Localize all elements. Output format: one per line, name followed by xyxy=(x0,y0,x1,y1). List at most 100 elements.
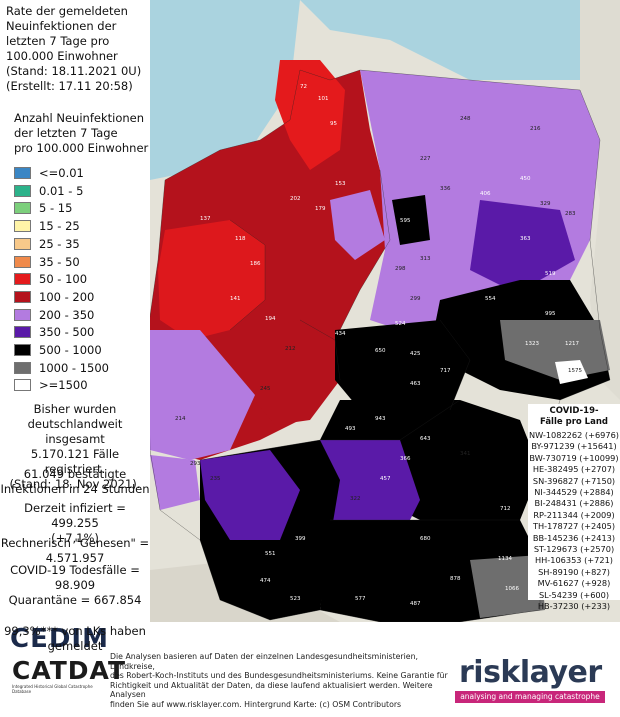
legend-swatch xyxy=(14,344,31,356)
legend-swatch xyxy=(14,361,31,374)
disclaimer-line: finden Sie auf www.risklayer.com. Hinter… xyxy=(110,699,402,709)
district-label: 293 xyxy=(190,461,201,467)
district-label: 137 xyxy=(200,216,211,222)
stats-line: Derzeit infiziert = 499.255 xyxy=(24,501,126,530)
stats-line: Rechnerisch "Genesen" = xyxy=(0,536,150,550)
district-label: 474 xyxy=(260,578,271,584)
stats-line: 98.909 xyxy=(54,578,96,592)
state-cases-row: HE-382495 (+2707) xyxy=(532,464,616,475)
district-label: 487 xyxy=(410,601,421,607)
disclaimer-line: Die Analysen basieren auf Daten der einz… xyxy=(110,652,419,671)
cedim-logo: CEDIM xyxy=(10,624,109,654)
map-district-labels: 72 101 95 202 179 153 248 216 227 336 406 450 595 313… xyxy=(175,84,582,607)
region-thuringia xyxy=(335,320,470,420)
state-cases-row: SH-89190 (+827) xyxy=(538,566,610,577)
district-label: 717 xyxy=(440,368,451,374)
legend-label: 200 - 350 xyxy=(39,307,95,322)
legend-title-line: der letzten 7 Tage xyxy=(14,126,118,140)
stats-line: gemeldet xyxy=(47,639,103,653)
district-label: 995 xyxy=(545,311,556,317)
state-cases-row: MV-61627 (+928) xyxy=(537,578,611,589)
legend-swatch xyxy=(14,237,31,250)
daily-infections-text: 61.049 bestätigte Infektionen in 24 Stun… xyxy=(0,467,150,497)
stats-line: 5.170.121 Fälle registriert. xyxy=(30,447,120,476)
title-line: letzten 7 Tage pro xyxy=(6,34,110,48)
state-cases-row: BI-248431 (+2886) xyxy=(534,498,614,509)
legend-label: 100 - 200 xyxy=(39,289,95,304)
region-1575 xyxy=(555,360,588,384)
legend-item: 1000 - 1500 xyxy=(14,361,109,375)
stats-line: 99,3%*** von LKs haben xyxy=(4,624,146,638)
quarantine-text: Quarantäne = 667.854 xyxy=(8,593,142,607)
district-label: 643 xyxy=(420,436,431,442)
district-label: 650 xyxy=(375,348,386,354)
stats-line: COVID-19 Todesfälle = xyxy=(10,563,140,577)
district-label: 101 xyxy=(318,96,329,102)
district-label: 179 xyxy=(315,206,326,212)
legend-label: 350 - 500 xyxy=(39,325,95,340)
title-line: Rate der gemeldeten xyxy=(6,4,128,18)
district-label: 943 xyxy=(375,416,386,422)
district-label: 245 xyxy=(260,386,271,392)
catdat-logo: CATDAT xyxy=(12,656,127,685)
district-label: 235 xyxy=(210,476,221,482)
legend-title: Anzahl Neuinfektionen der letzten 7 Tage… xyxy=(14,111,154,156)
stats-line: 61.049 bestätigte xyxy=(23,467,127,481)
legend-swatch xyxy=(14,167,31,179)
district-label: 299 xyxy=(410,296,421,302)
district-label: 399 xyxy=(295,536,306,542)
district-label: 214 xyxy=(175,416,186,422)
legend-title-line: pro 100.000 Einwohner xyxy=(14,141,149,155)
state-cases-row: BB-145236 (+2413) xyxy=(532,532,616,543)
risklayer-tagline: analysing and managing catastrophe risk xyxy=(455,691,605,713)
legend-item: <=0.01 xyxy=(14,166,84,180)
legend-item: >=1500 xyxy=(14,378,88,392)
district-label: 577 xyxy=(355,596,366,602)
district-label: 1323 xyxy=(525,341,539,347)
district-label: 554 xyxy=(485,296,496,302)
legend-item: 35 - 50 xyxy=(14,255,80,269)
legend-swatch xyxy=(14,255,31,268)
region-saxony-grey xyxy=(500,320,610,380)
district-label: 551 xyxy=(265,551,276,557)
legend-label: <=0.01 xyxy=(39,166,84,180)
district-label: 141 xyxy=(230,296,241,302)
district-label: 186 xyxy=(250,261,261,267)
district-label: 322 xyxy=(350,496,361,502)
legend-item: 350 - 500 xyxy=(14,325,94,339)
district-label: 434 xyxy=(335,331,346,337)
district-label: 680 xyxy=(420,536,431,542)
district-label: 248 xyxy=(460,116,471,122)
title-line: 100.000 Einwohner xyxy=(6,49,118,63)
district-label: 329 xyxy=(540,201,551,207)
district-label: 595 xyxy=(400,218,411,224)
legend-label: 1000 - 1500 xyxy=(39,360,109,375)
district-label: 202 xyxy=(290,196,301,202)
district-label: 523 xyxy=(290,596,301,602)
state-cases-row: BW-730719 (+10099) xyxy=(529,452,619,463)
legend-swatch xyxy=(14,290,31,303)
state-cases-row: SL-54239 (+600) xyxy=(538,589,610,600)
region-hessen-pink xyxy=(250,320,340,425)
stats-line: (+7,1%) xyxy=(51,531,99,545)
states-list: NW-1082262 (+6976) BY-971239 (+15641) BW-7… xyxy=(528,430,620,613)
region-nrw-light xyxy=(158,220,265,340)
district-label: 363 xyxy=(520,236,531,242)
state-cases-row: BY-971239 (+15641) xyxy=(531,441,617,452)
total-cases-text: Bisher wurden deutschlandweit insgesamt … xyxy=(0,402,150,492)
legend-swatch xyxy=(14,273,31,286)
state-cases-row: TH-178727 (+2405) xyxy=(532,521,616,532)
stats-line: 4.571.957 xyxy=(45,551,105,565)
district-label: 450 xyxy=(520,176,531,182)
legend-label: 500 - 1000 xyxy=(39,343,102,357)
map-title: Rate der gemeldeten Neuinfektionen der l… xyxy=(6,4,151,94)
district-label: 95 xyxy=(330,121,337,127)
legend-item: 15 - 25 xyxy=(14,219,80,233)
legend-label: 0.01 - 5 xyxy=(39,183,84,198)
district-label: 227 xyxy=(420,156,431,162)
district-label: 1066 xyxy=(505,586,519,592)
region-bavaria-south-grey xyxy=(470,555,545,618)
stats-line: Bisher wurden xyxy=(33,402,117,416)
disclaimer: Die Analysen basieren auf Daten der einz… xyxy=(110,652,455,709)
states-title-line: Fälle pro Land xyxy=(540,416,608,427)
